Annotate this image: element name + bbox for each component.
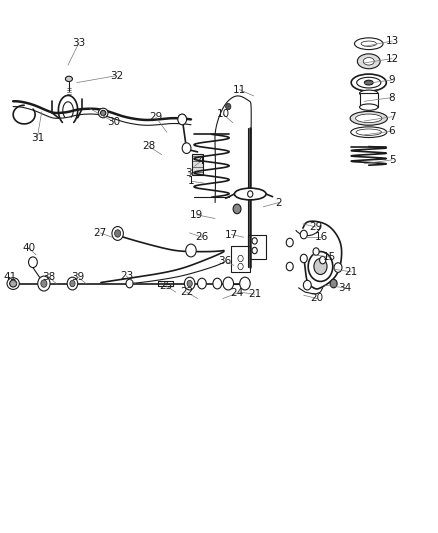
Circle shape bbox=[184, 277, 194, 290]
Circle shape bbox=[182, 143, 191, 154]
Ellipse shape bbox=[350, 111, 386, 125]
Text: 11: 11 bbox=[232, 85, 245, 94]
Text: 21: 21 bbox=[344, 267, 357, 277]
Text: 15: 15 bbox=[322, 252, 335, 262]
Ellipse shape bbox=[234, 188, 265, 200]
Text: 3: 3 bbox=[185, 168, 192, 177]
Polygon shape bbox=[359, 93, 377, 107]
FancyBboxPatch shape bbox=[230, 246, 250, 272]
Text: 33: 33 bbox=[72, 38, 85, 47]
Ellipse shape bbox=[360, 41, 375, 46]
Text: 26: 26 bbox=[195, 232, 208, 242]
Text: 2: 2 bbox=[275, 198, 282, 207]
Circle shape bbox=[223, 277, 233, 290]
Text: 38: 38 bbox=[42, 272, 56, 282]
Ellipse shape bbox=[65, 76, 72, 82]
Circle shape bbox=[187, 280, 192, 287]
Circle shape bbox=[67, 277, 78, 290]
Circle shape bbox=[251, 238, 257, 244]
Text: 7: 7 bbox=[388, 112, 395, 122]
Circle shape bbox=[239, 277, 250, 290]
Circle shape bbox=[333, 263, 341, 272]
Ellipse shape bbox=[357, 54, 379, 69]
Circle shape bbox=[251, 247, 257, 254]
Text: 5: 5 bbox=[388, 155, 395, 165]
Text: 30: 30 bbox=[106, 117, 120, 126]
Circle shape bbox=[312, 248, 318, 255]
Text: 28: 28 bbox=[141, 141, 155, 151]
Ellipse shape bbox=[350, 127, 386, 138]
Circle shape bbox=[300, 254, 307, 263]
Text: 13: 13 bbox=[385, 36, 398, 46]
Ellipse shape bbox=[350, 74, 385, 91]
Circle shape bbox=[114, 230, 120, 237]
Circle shape bbox=[112, 227, 123, 240]
Text: 19: 19 bbox=[190, 210, 203, 220]
Text: 20: 20 bbox=[310, 294, 323, 303]
FancyBboxPatch shape bbox=[247, 235, 265, 259]
Text: 25: 25 bbox=[159, 281, 172, 290]
Ellipse shape bbox=[98, 108, 108, 118]
Circle shape bbox=[286, 238, 293, 247]
Circle shape bbox=[126, 279, 133, 288]
Ellipse shape bbox=[10, 280, 17, 287]
Circle shape bbox=[237, 263, 243, 270]
Circle shape bbox=[197, 278, 206, 289]
Circle shape bbox=[329, 279, 336, 288]
Text: 41: 41 bbox=[3, 272, 16, 282]
Ellipse shape bbox=[100, 110, 106, 116]
Ellipse shape bbox=[362, 58, 373, 65]
Circle shape bbox=[237, 255, 243, 262]
Circle shape bbox=[185, 244, 196, 257]
Text: 36: 36 bbox=[218, 256, 231, 266]
Ellipse shape bbox=[180, 116, 184, 120]
Ellipse shape bbox=[7, 278, 19, 289]
Ellipse shape bbox=[364, 80, 372, 85]
Ellipse shape bbox=[359, 104, 377, 110]
Text: 39: 39 bbox=[71, 272, 85, 282]
Text: 4: 4 bbox=[197, 156, 204, 166]
Text: 34: 34 bbox=[337, 283, 350, 293]
Circle shape bbox=[70, 280, 75, 287]
Circle shape bbox=[225, 103, 230, 110]
Text: 8: 8 bbox=[388, 93, 395, 102]
Ellipse shape bbox=[353, 38, 382, 50]
Text: 12: 12 bbox=[385, 54, 398, 63]
Circle shape bbox=[233, 204, 240, 214]
Circle shape bbox=[38, 276, 50, 291]
Circle shape bbox=[286, 262, 293, 271]
FancyBboxPatch shape bbox=[192, 154, 202, 175]
Text: 23: 23 bbox=[120, 271, 133, 281]
Text: 6: 6 bbox=[388, 126, 395, 136]
Text: 17: 17 bbox=[224, 230, 237, 239]
Circle shape bbox=[247, 191, 252, 197]
Text: 24: 24 bbox=[230, 288, 243, 298]
Ellipse shape bbox=[355, 114, 381, 123]
Circle shape bbox=[313, 259, 326, 274]
Text: 16: 16 bbox=[314, 232, 327, 242]
Circle shape bbox=[319, 256, 325, 264]
Text: 10: 10 bbox=[216, 109, 229, 119]
Ellipse shape bbox=[178, 114, 186, 122]
Text: 1: 1 bbox=[187, 176, 194, 186]
Text: 29: 29 bbox=[309, 222, 322, 232]
Text: 40: 40 bbox=[22, 243, 35, 253]
Circle shape bbox=[300, 230, 307, 239]
Circle shape bbox=[212, 278, 221, 289]
Text: 29: 29 bbox=[149, 112, 162, 122]
Text: 32: 32 bbox=[110, 71, 123, 80]
Text: 22: 22 bbox=[180, 287, 193, 297]
Ellipse shape bbox=[355, 129, 381, 135]
Circle shape bbox=[41, 280, 47, 287]
Circle shape bbox=[303, 280, 311, 290]
Ellipse shape bbox=[359, 90, 377, 96]
Circle shape bbox=[28, 257, 37, 268]
Text: 21: 21 bbox=[247, 289, 261, 299]
Ellipse shape bbox=[356, 77, 380, 88]
Text: 31: 31 bbox=[31, 133, 44, 142]
Text: 27: 27 bbox=[93, 228, 106, 238]
Text: 9: 9 bbox=[388, 75, 395, 85]
Circle shape bbox=[307, 252, 332, 281]
Circle shape bbox=[177, 114, 186, 125]
